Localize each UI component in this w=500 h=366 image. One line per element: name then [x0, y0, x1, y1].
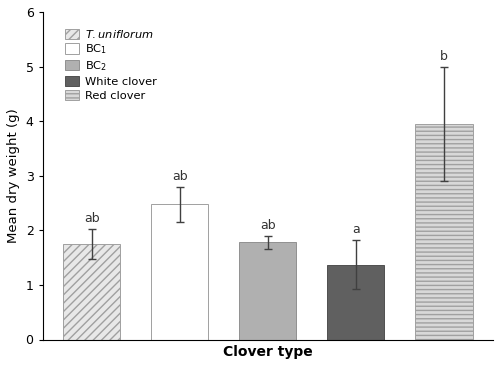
Y-axis label: Mean dry weight (g): Mean dry weight (g) — [7, 108, 20, 243]
Bar — [416, 124, 472, 340]
Text: b: b — [440, 50, 448, 63]
Bar — [327, 265, 384, 340]
Text: ab: ab — [172, 170, 188, 183]
Bar — [63, 244, 120, 340]
Text: ab: ab — [84, 212, 100, 225]
Bar — [239, 242, 296, 340]
X-axis label: Clover type: Clover type — [223, 345, 312, 359]
Text: a: a — [352, 223, 360, 236]
Bar — [151, 204, 208, 340]
Legend: $\it{T. uniflorum}$, BC$_1$, BC$_2$, White clover, Red clover: $\it{T. uniflorum}$, BC$_1$, BC$_2$, Whi… — [62, 24, 160, 104]
Text: ab: ab — [260, 219, 276, 232]
